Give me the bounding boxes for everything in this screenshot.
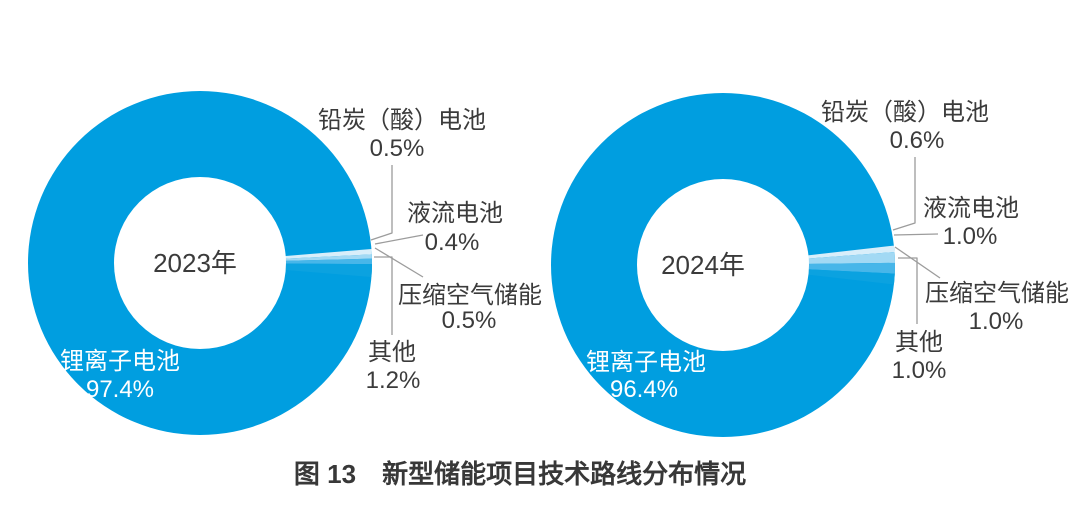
value-flow-battery-2024: 1.0%	[943, 223, 998, 250]
value-caes-2023: 0.5%	[442, 307, 497, 334]
value-lead-carbon-2023: 0.5%	[370, 135, 425, 162]
donut-2024	[551, 93, 895, 437]
center-label-2023: 2023年	[153, 248, 237, 278]
chart-2023-annotations: 铅炭（酸）电池 0.5% 液流电池 0.4% 压缩空气储能 0.5% 其他 1.…	[60, 107, 542, 403]
label-lead-carbon-2024: 铅炭（酸）电池	[821, 99, 989, 126]
value-caes-2024: 1.0%	[969, 308, 1024, 335]
value-lead-carbon-2024: 0.6%	[890, 127, 945, 154]
label-caes-2024: 压缩空气储能	[925, 280, 1069, 307]
label-lithium-2023: 锂离子电池	[60, 348, 180, 375]
label-other-2023: 其他	[368, 339, 416, 366]
donut-hole	[637, 179, 809, 351]
leader-line-flow-battery-2024	[893, 233, 939, 236]
label-flow-battery-2024: 液流电池	[923, 195, 1019, 222]
label-other-2024: 其他	[895, 329, 943, 356]
value-other-2024: 1.0%	[892, 357, 947, 384]
value-flow-battery-2023: 0.4%	[425, 229, 480, 256]
label-lead-carbon-2023: 铅炭（酸）电池	[318, 107, 486, 134]
leader-line-lead-carbon-2024	[892, 157, 916, 231]
leader-line-caes-2023	[374, 247, 424, 278]
donut-hole	[114, 177, 286, 349]
label-lithium-2024: 锂离子电池	[586, 349, 706, 376]
leader-line-other-2023	[374, 256, 393, 335]
chart-2024-annotations: 铅炭（酸）电池 0.6% 液流电池 1.0% 压缩空气储能 1.0% 其他 1.…	[586, 99, 1069, 403]
leader-line-flow-battery-2023	[374, 234, 424, 245]
center-label-2024: 2024年	[661, 250, 745, 280]
leader-line-lead-carbon-2023	[370, 165, 393, 241]
value-other-2023: 1.2%	[366, 367, 421, 394]
value-lithium-2023: 97.4%	[86, 376, 154, 403]
label-flow-battery-2023: 液流电池	[407, 200, 503, 227]
figure-caption: 图 13 新型储能项目技术路线分布情况	[294, 459, 746, 489]
donut-2023	[28, 91, 372, 435]
label-caes-2023: 压缩空气储能	[398, 282, 542, 309]
value-lithium-2024: 96.4%	[610, 376, 678, 403]
leader-line-other-2024	[898, 257, 918, 324]
